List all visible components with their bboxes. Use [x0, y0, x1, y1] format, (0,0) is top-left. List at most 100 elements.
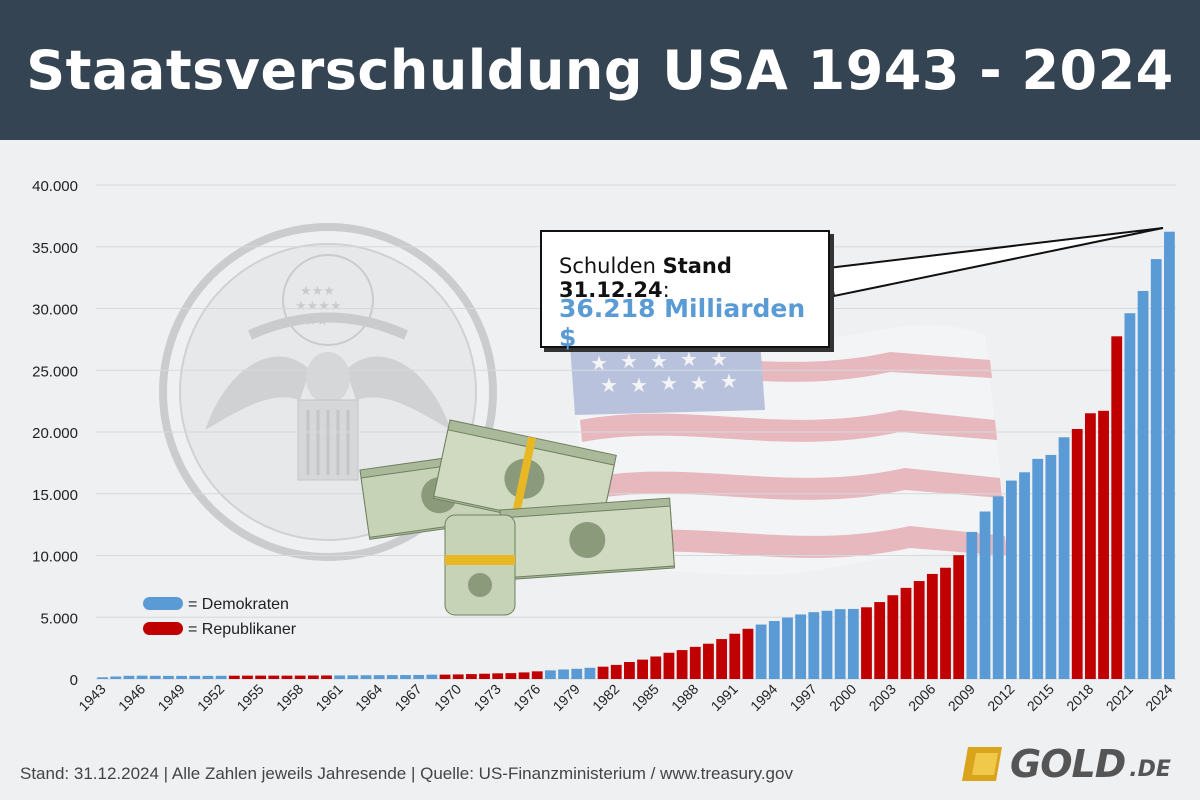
bar-1975: [518, 672, 530, 679]
y-tick-label: 0: [70, 672, 78, 689]
bar-1984: [637, 659, 648, 679]
y-tick-label: 30.000: [32, 302, 78, 319]
bar-1990: [716, 639, 728, 679]
bar-2018: [1084, 413, 1096, 679]
bar-2009: [966, 531, 978, 679]
y-axis: 0 5.000 10.000 15.000 20.000 25.000 30.000 35.0…: [32, 178, 78, 689]
x-tick-label: 1961: [312, 681, 345, 714]
x-tick-label: 2015: [1024, 681, 1057, 714]
bar-2007: [940, 567, 951, 679]
x-tick-label: 1964: [352, 681, 385, 714]
x-tick-label: 1967: [391, 681, 424, 714]
x-tick-label: 1949: [154, 681, 187, 714]
bar-1996: [795, 614, 807, 679]
legend: = Demokraten = Republikaner: [143, 596, 297, 638]
bar-1976: [531, 671, 543, 679]
y-tick-label: 15.000: [32, 487, 78, 504]
bar-2005: [913, 581, 925, 679]
bar-1943: [97, 677, 108, 679]
bar-1966: [400, 675, 411, 679]
bar-2019: [1098, 410, 1109, 679]
logo-word: GOLD: [1010, 742, 1126, 786]
bar-1994: [768, 621, 780, 679]
bar-1944: [110, 676, 122, 679]
debt-bar-chart: ★ ★ ★ ★ ★ ★ ★ ★ ★ ★ ★★★★★★★★★ 05.00010.00015.000…: [32, 178, 1176, 714]
x-tick-label: 2003: [866, 681, 899, 714]
bar-1963: [360, 675, 372, 679]
bar-1956: [268, 675, 280, 679]
bar-1950: [189, 675, 201, 679]
bar-1989: [703, 643, 714, 679]
bar-1980: [584, 667, 596, 679]
bar-1972: [479, 673, 490, 679]
bar-1964: [373, 675, 385, 679]
bar-1968: [426, 674, 438, 679]
x-tick-label: 2018: [1063, 681, 1096, 714]
svg-text:★: ★: [660, 371, 678, 395]
x-tick-label: 1982: [589, 681, 622, 714]
bar-1959: [307, 675, 319, 679]
bar-2017: [1071, 428, 1083, 679]
x-tick-label: 1946: [115, 681, 148, 714]
bar-2003: [887, 595, 899, 679]
us-flag-icon: ★ ★ ★ ★ ★ ★ ★ ★ ★ ★: [570, 324, 1010, 575]
bar-1953: [228, 675, 240, 679]
x-tick-label: 1991: [708, 681, 741, 714]
x-tick-label: 1955: [233, 681, 266, 714]
callout-value: 36.218 Milliarden $: [559, 294, 806, 352]
legend-swatch-democrat: [143, 597, 183, 610]
logo-tld: .DE: [1129, 756, 1171, 782]
x-tick-label: 2021: [1103, 681, 1136, 714]
bar-1979: [571, 668, 583, 679]
x-tick-label: 2009: [945, 681, 978, 714]
bar-1973: [492, 673, 504, 679]
svg-text:★: ★: [600, 373, 618, 397]
bar-2010: [979, 511, 991, 679]
y-tick-label: 35.000: [32, 240, 78, 257]
bar-2023: [1150, 259, 1162, 679]
x-tick-label: 1997: [787, 681, 820, 714]
bar-1998: [821, 610, 833, 679]
bar-1952: [215, 675, 227, 679]
bar-2004: [900, 587, 912, 679]
bar-2000: [847, 608, 859, 679]
bar-1995: [782, 617, 793, 679]
bar-1983: [624, 661, 635, 679]
x-tick-label: 1988: [668, 681, 701, 714]
bar-2020: [1111, 336, 1123, 679]
svg-text:★: ★: [710, 347, 728, 371]
bar-1948: [163, 675, 174, 679]
x-tick-label: 2006: [905, 681, 938, 714]
x-tick-label: 1958: [273, 681, 306, 714]
bar-2002: [874, 602, 886, 679]
bar-1955: [255, 675, 267, 679]
bar-1999: [834, 609, 846, 679]
bar-1962: [347, 675, 359, 679]
callout-box: Schulden Stand 31.12.24: 36.218 Milliard…: [540, 230, 830, 352]
bar-1985: [650, 656, 662, 679]
bar-2015: [1045, 454, 1057, 679]
y-tick-label: 20.000: [32, 425, 78, 442]
bar-1987: [676, 650, 688, 679]
bar-1982: [610, 664, 622, 679]
x-tick-label: 2012: [984, 681, 1017, 714]
bar-1951: [202, 675, 214, 679]
bar-2014: [1032, 458, 1044, 679]
svg-text:★: ★: [690, 371, 708, 395]
bar-2011: [992, 496, 1004, 679]
x-tick-label: 1979: [550, 681, 583, 714]
bar-2024: [1164, 231, 1175, 679]
bar-1978: [558, 669, 569, 679]
legend-label-republican: = Republikaner: [188, 621, 297, 638]
bar-1954: [242, 675, 253, 679]
bar-1957: [281, 675, 293, 679]
x-tick-label: 1970: [431, 681, 464, 714]
x-tick-label: 2024: [1142, 681, 1175, 714]
bar-2001: [861, 607, 872, 679]
bar-1965: [386, 675, 398, 679]
x-axis: 1943 1946 1949 1952 1955 1958 1961 1964 1967 1970…: [75, 681, 1175, 714]
y-tick-label: 25.000: [32, 363, 78, 380]
callout-pointer: [826, 227, 1164, 298]
y-tick-label: 40.000: [32, 178, 78, 195]
bar-1971: [465, 674, 477, 679]
